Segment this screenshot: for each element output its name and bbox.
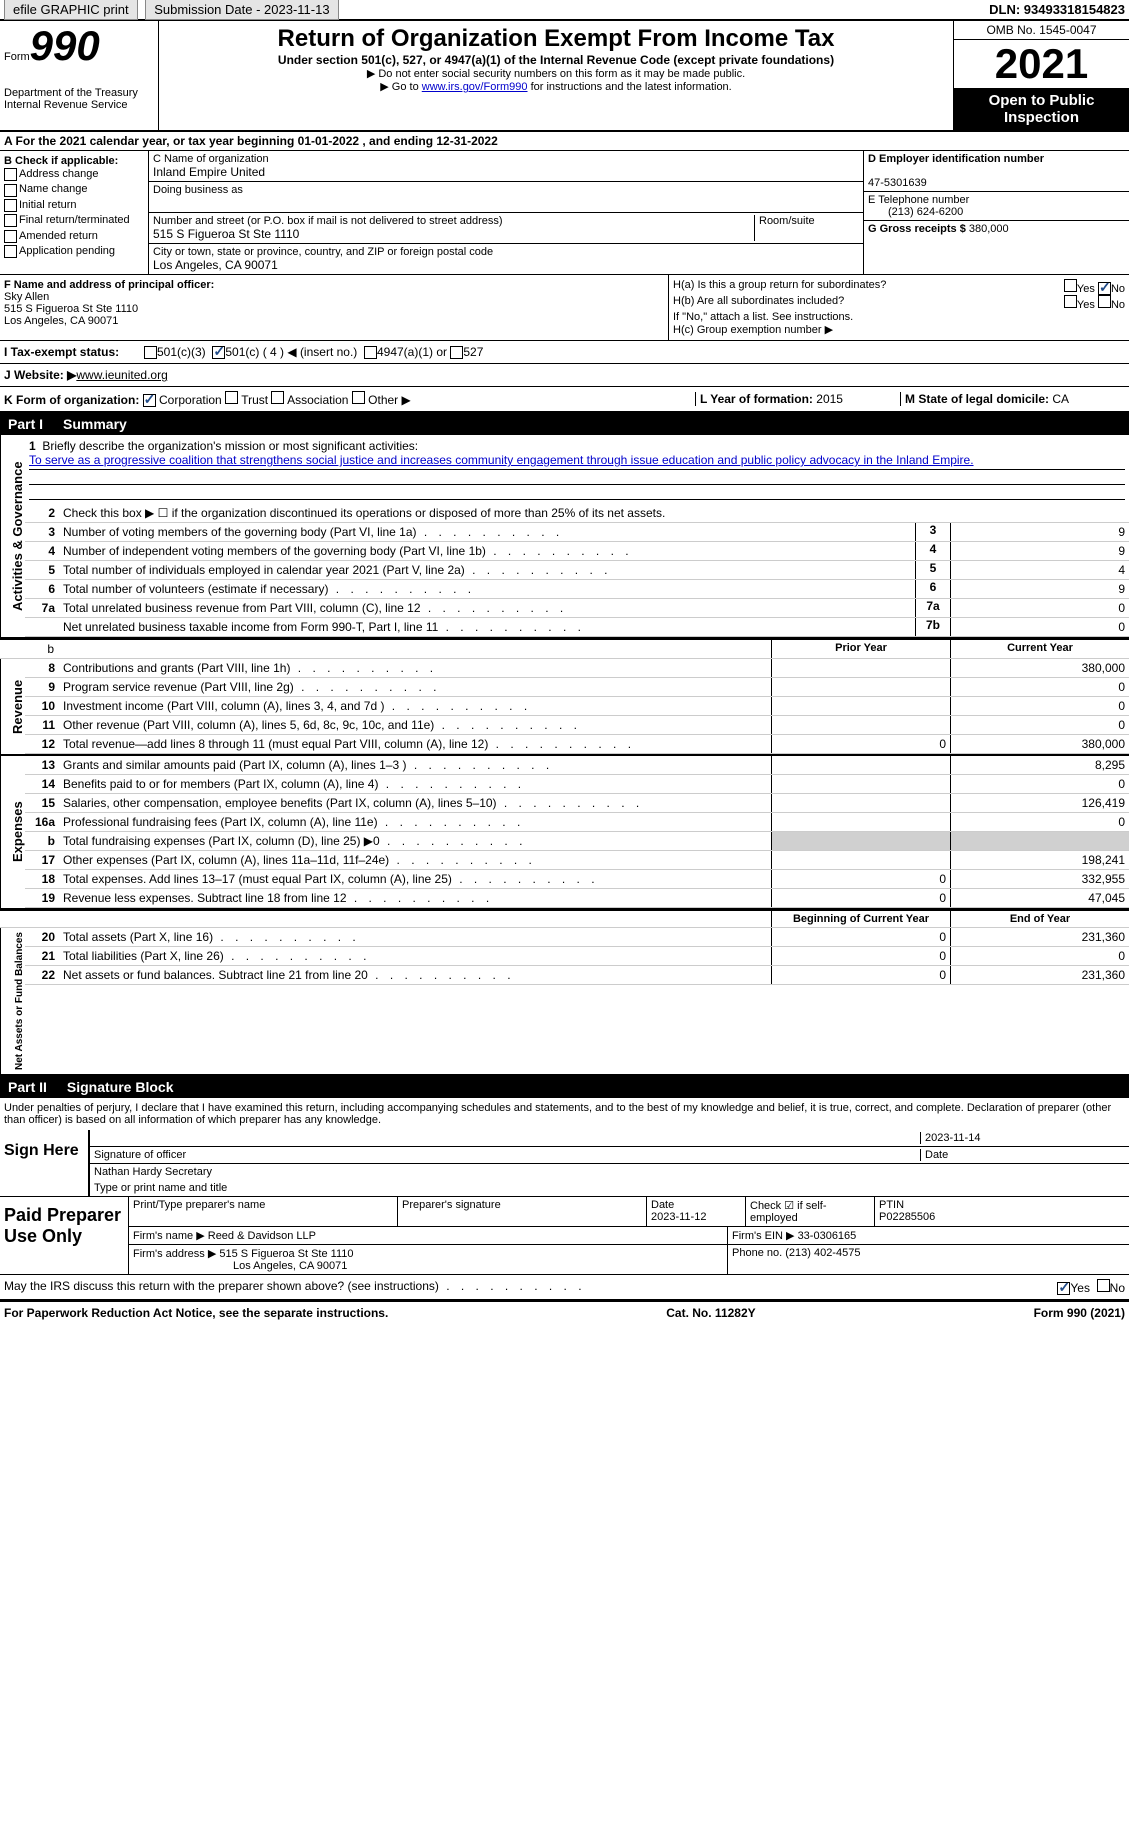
section-c: C Name of organizationInland Empire Unit… [149,151,864,274]
irs-text: Internal Revenue Service [4,99,154,111]
net-assets-section: Net Assets or Fund Balances 20Total asse… [0,928,1129,1076]
checkbox-trust[interactable] [225,391,238,404]
header-note-2: ▶ Go to www.irs.gov/Form990 for instruct… [167,80,945,93]
table-row: 11Other revenue (Part VIII, column (A), … [25,716,1129,735]
checkbox-final-return[interactable] [4,214,17,227]
checkbox-4947[interactable] [364,346,377,359]
checkbox-discuss-no[interactable] [1097,1279,1110,1292]
form-word: Form [4,51,30,63]
table-row: 19Revenue less expenses. Subtract line 1… [25,889,1129,908]
ptin-value: P02285506 [879,1211,935,1223]
checkbox-ha-yes[interactable] [1064,279,1077,292]
checkbox-527[interactable] [450,346,463,359]
checkbox-501c[interactable] [212,346,225,359]
checkbox-initial-return[interactable] [4,199,17,212]
table-row: 4Number of independent voting members of… [25,542,1129,561]
table-row: 6Total number of volunteers (estimate if… [25,580,1129,599]
table-row: 22Net assets or fund balances. Subtract … [25,966,1129,985]
table-row: 18Total expenses. Add lines 13–17 (must … [25,870,1129,889]
section-b: B Check if applicable: Address change Na… [0,151,149,274]
officer-name: Sky Allen [4,291,49,303]
header-note-1: ▶ Do not enter social security numbers o… [167,67,945,80]
firm-phone: (213) 402-4575 [785,1247,860,1259]
form-number: 990 [30,22,100,69]
firm-addr1: 515 S Figueroa St Ste 1110 [219,1248,353,1260]
inspection-badge: Open to Public Inspection [954,88,1129,130]
dept-text: Department of the Treasury [4,87,154,99]
form-header: Form990 Department of the Treasury Inter… [0,21,1129,132]
table-row: bTotal fundraising expenses (Part IX, co… [25,832,1129,851]
checkbox-name-change[interactable] [4,184,17,197]
section-h: H(a) Is this a group return for subordin… [669,275,1129,340]
ein-value: 47-5301639 [868,177,927,189]
table-row: 7aTotal unrelated business revenue from … [25,599,1129,618]
checkbox-ha-no[interactable] [1098,282,1111,295]
table-row: 5Total number of individuals employed in… [25,561,1129,580]
table-row: 13Grants and similar amounts paid (Part … [25,756,1129,775]
table-row: 21Total liabilities (Part X, line 26)00 [25,947,1129,966]
table-row: 14Benefits paid to or for members (Part … [25,775,1129,794]
section-k: K Form of organization: Corporation Trus… [0,387,1129,413]
sig-date: 2023-11-14 [920,1132,1125,1144]
table-row: 12Total revenue—add lines 8 through 11 (… [25,735,1129,754]
line-a: A For the 2021 calendar year, or tax yea… [0,132,1129,151]
checkbox-discuss-yes[interactable] [1057,1282,1070,1295]
table-row: 9Program service revenue (Part VIII, lin… [25,678,1129,697]
table-row: 16aProfessional fundraising fees (Part I… [25,813,1129,832]
dln-text: DLN: 93493318154823 [989,2,1125,17]
discuss-row: May the IRS discuss this return with the… [0,1275,1129,1300]
org-address: 515 S Figueroa St Ste 1110 [153,227,299,241]
efile-button[interactable]: efile GRAPHIC print [4,0,138,20]
checkbox-corp[interactable] [143,394,156,407]
prep-date: 2023-11-12 [651,1211,706,1223]
section-j: J Website: ▶ www.ieunited.org [0,364,1129,387]
submission-button[interactable]: Submission Date - 2023-11-13 [145,0,338,20]
state-domicile: CA [1052,392,1069,406]
part2-header: Part II Signature Block [0,1076,1129,1098]
part1-header: Part I Summary [0,413,1129,435]
table-row: 20Total assets (Part X, line 16)0231,360 [25,928,1129,947]
declaration-text: Under penalties of perjury, I declare th… [0,1098,1129,1130]
top-bar: efile GRAPHIC print Submission Date - 20… [0,0,1129,21]
form-title: Return of Organization Exempt From Incom… [167,25,945,53]
org-city: Los Angeles, CA 90071 [153,258,278,272]
table-row: 15Salaries, other compensation, employee… [25,794,1129,813]
table-row: 10Investment income (Part VIII, column (… [25,697,1129,716]
firm-name: Reed & Davidson LLP [208,1230,316,1242]
org-name: Inland Empire United [153,165,265,179]
paid-preparer-block: Paid Preparer Use Only Print/Type prepar… [0,1197,1129,1275]
website-link[interactable]: www.ieunited.org [76,368,167,382]
phone-value: (213) 624-6200 [868,206,963,218]
firm-addr2: Los Angeles, CA 90071 [133,1260,347,1272]
omb-number: OMB No. 1545-0047 [954,21,1129,40]
checkbox-pending[interactable] [4,245,17,258]
table-row: Net unrelated business taxable income fr… [25,618,1129,637]
checkbox-501c3[interactable] [144,346,157,359]
revenue-section: Revenue 8Contributions and grants (Part … [0,659,1129,756]
table-row: 17Other expenses (Part IX, column (A), l… [25,851,1129,870]
sign-here-block: Sign Here 2023-11-14 Signature of office… [0,1130,1129,1197]
gross-receipts: 380,000 [969,223,1009,235]
year-formation: 2015 [816,392,843,406]
irs-link[interactable]: www.irs.gov/Form990 [422,81,528,93]
activities-governance: Activities & Governance 1 Briefly descri… [0,435,1129,639]
checkbox-amended[interactable] [4,230,17,243]
section-f: F Name and address of principal officer:… [0,275,669,340]
checkbox-hb-yes[interactable] [1064,295,1077,308]
expenses-section: Expenses 13Grants and similar amounts pa… [0,756,1129,910]
checkbox-hb-no[interactable] [1098,295,1111,308]
page-footer: For Paperwork Reduction Act Notice, see … [0,1300,1129,1324]
table-row: 3Number of voting members of the governi… [25,523,1129,542]
mission-text: To serve as a progressive coalition that… [29,453,1125,470]
checkbox-assoc[interactable] [271,391,284,404]
section-i: I Tax-exempt status: 501(c)(3) 501(c) ( … [0,341,1129,364]
signer-name: Nathan Hardy Secretary [94,1166,212,1178]
checkbox-address-change[interactable] [4,168,17,181]
section-d: D Employer identification number47-53016… [864,151,1129,274]
checkbox-other[interactable] [352,391,365,404]
table-row: 8Contributions and grants (Part VIII, li… [25,659,1129,678]
form-subtitle: Under section 501(c), 527, or 4947(a)(1)… [167,53,945,67]
firm-ein: 33-0306165 [798,1230,857,1242]
tax-year: 2021 [954,40,1129,88]
